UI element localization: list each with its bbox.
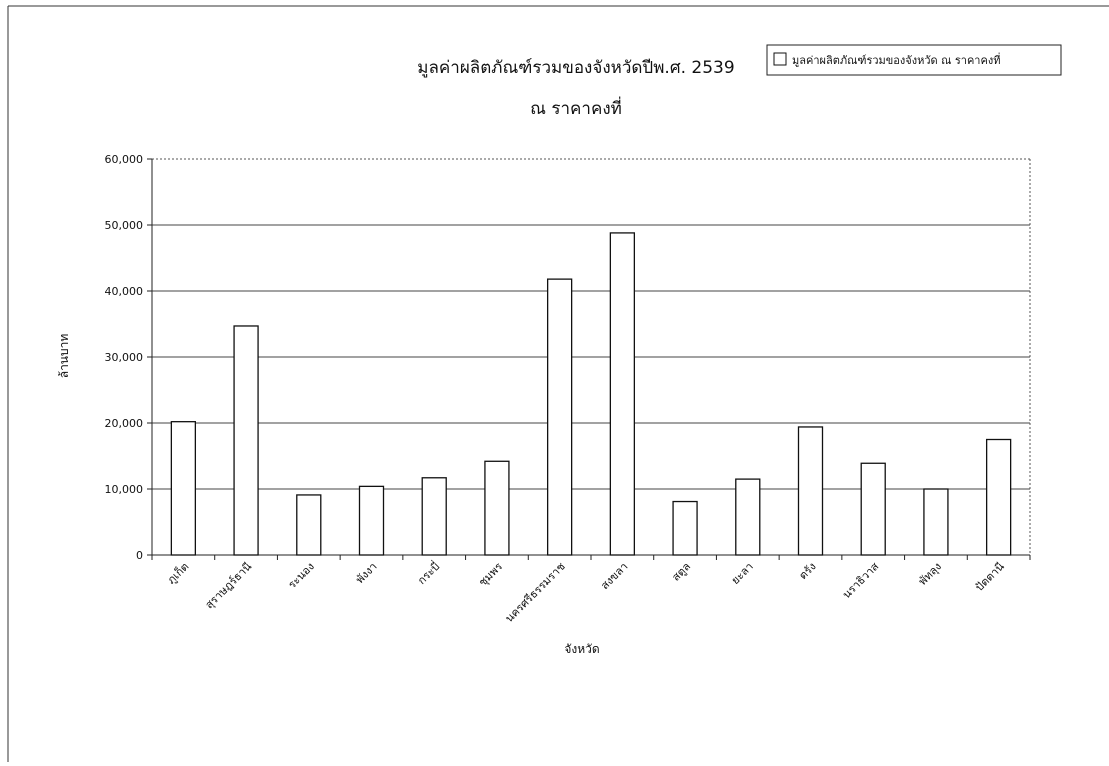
y-tick-label: 10,000 [105, 483, 144, 496]
legend-swatch [773, 52, 787, 66]
bar [484, 460, 510, 556]
x-tick-label: ชุมพร [476, 560, 505, 589]
x-tick-label: สงขลา [598, 560, 630, 592]
bar [170, 421, 197, 556]
x-tick-label: สตูล [669, 560, 693, 584]
chart-title: มูลค่าผลิตภัณฑ์รวมของจังหวัดปีพ.ศ. 2539 [417, 58, 734, 78]
y-tick-label: 60,000 [105, 153, 144, 166]
x-tick-label: กระบี่ [414, 559, 443, 588]
y-tick-label: 20,000 [105, 417, 144, 430]
y-tick-label: 0 [136, 549, 143, 562]
bar [609, 232, 636, 556]
legend-label: มูลค่าผลิตภัณฑ์รวมของจังหวัด ณ ราคาคงที่ [792, 52, 1000, 67]
chart-subtitle: ณ ราคาคงที่ [530, 96, 622, 119]
x-tick-label: ตรัง [796, 560, 818, 582]
x-tick-label: พัทลุง [916, 560, 944, 588]
bar [296, 494, 322, 556]
bar [735, 478, 761, 556]
y-tick-label: 50,000 [105, 219, 144, 232]
plot-area: 0 10,000 20,000 30,000 40,000 50,000 60,000 ภูเ… [105, 153, 1031, 625]
legend: มูลค่าผลิตภัณฑ์รวมของจังหวัด ณ ราคาคงที่ [766, 44, 1062, 76]
legend-box [766, 44, 1062, 76]
x-tick-label: พังงา [353, 560, 379, 586]
x-tick-label: สุราษฎร์ธานี [203, 560, 255, 612]
bar [672, 500, 698, 556]
x-tick-label: นครศรีธรรมราช [503, 560, 568, 625]
bar [546, 278, 573, 556]
bar [923, 488, 949, 556]
bar [860, 462, 886, 556]
x-tick-label: ยะลา [729, 560, 756, 587]
x-tick-label: นราธิวาส [840, 560, 881, 601]
y-axis-label: ล้านบาท [57, 334, 71, 379]
bar [358, 485, 385, 556]
y-tick-label: 30,000 [105, 351, 144, 364]
x-tick-label: ระนอง [286, 560, 317, 591]
bar [985, 438, 1012, 556]
y-tick-label: 40,000 [105, 285, 144, 298]
bar [421, 477, 447, 556]
x-tick-label: ปัตตานี [973, 560, 1007, 594]
x-axis-label: จังหวัด [564, 642, 599, 656]
bar [233, 325, 259, 556]
x-tick-label: ภูเก็ต [164, 559, 191, 586]
bar [797, 426, 824, 556]
